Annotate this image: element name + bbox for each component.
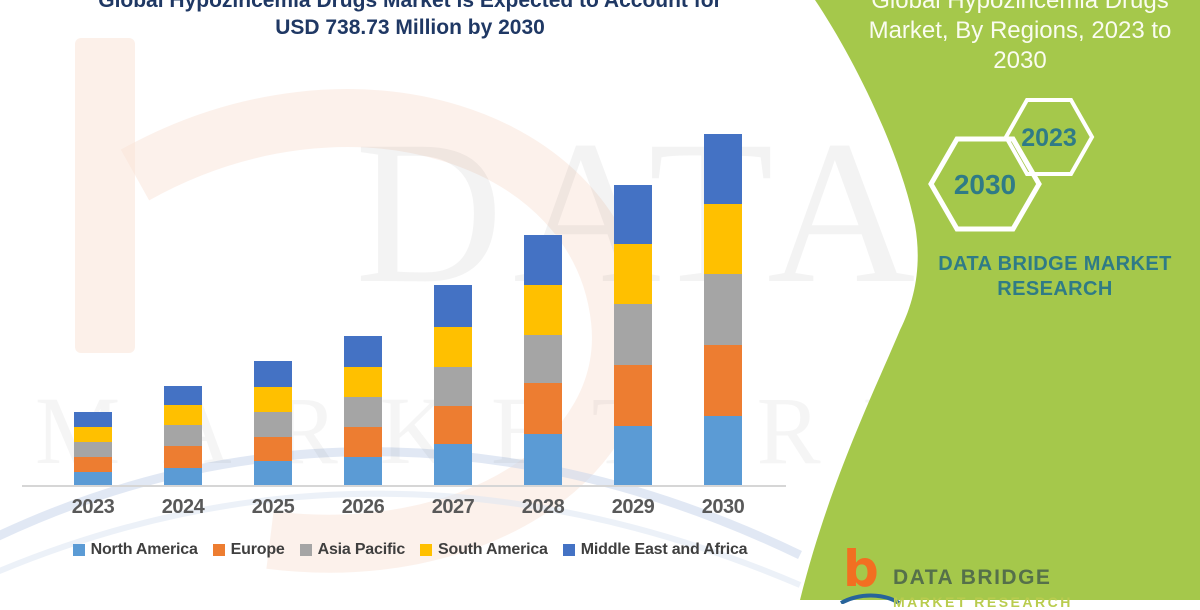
footer-logo-b-icon: b [843, 540, 879, 598]
hexagon-2030-label: 2030 [954, 169, 1016, 200]
chart-title-line2: USD 738.73 Million by 2030 [275, 16, 545, 39]
footer-brand-subtext: MARKET RESEARCH [893, 594, 1073, 610]
side-panel-heading-line2: Market, By Regions, 2023 to 2030 [868, 17, 1172, 74]
side-panel-brand-line2: RESEARCH [997, 278, 1113, 300]
footer-logo-swoosh-icon [840, 593, 901, 604]
bar-segment-middle-east-and-africa-2030 [704, 134, 742, 204]
side-panel-heading-line1: Global Hypozincemia Drugs [871, 0, 1169, 14]
bar-segment-south-america-2030 [704, 204, 742, 274]
hexagon-2030: 2030 [928, 136, 1042, 232]
side-panel-heading: Global Hypozincemia Drugs Market, By Reg… [842, 0, 1198, 76]
chart-title-line1: Global Hypozincemia Drugs Market is Expe… [98, 0, 722, 12]
bar-segment-south-america-2023 [74, 427, 112, 442]
bar-segment-middle-east-and-africa-2023 [74, 412, 112, 427]
side-panel-brand-text: DATA BRIDGE MARKET RESEARCH [930, 252, 1180, 302]
bar-segment-asia-pacific-2030 [704, 274, 742, 345]
footer-logo: b DATA BRIDGE MARKET RESEARCH [840, 542, 1173, 610]
bar-segment-europe-2030 [704, 345, 742, 416]
side-panel-brand-line1: DATA BRIDGE MARKET [938, 253, 1172, 275]
footer-brand-text: DATA BRIDGE [893, 566, 1052, 589]
chart-title: Global Hypozincemia Drugs Market is Expe… [20, 0, 800, 41]
